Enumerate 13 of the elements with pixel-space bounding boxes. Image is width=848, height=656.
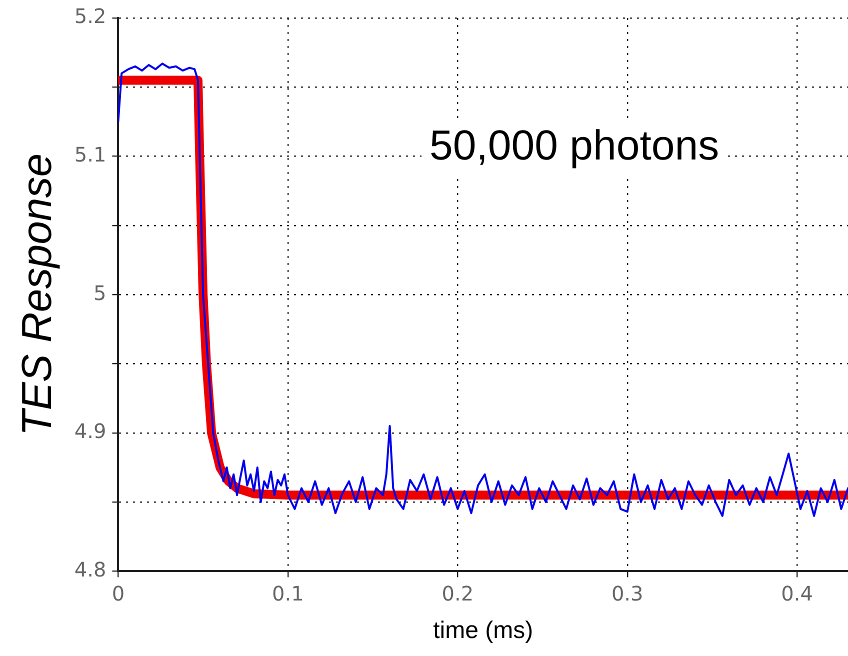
y-tick-label: 5.1 <box>74 142 106 167</box>
x-tick-label: 0 <box>112 581 125 606</box>
y-axis-title: TES Response <box>12 153 60 436</box>
annotation: 50,000 photons <box>430 122 720 169</box>
x-tick-label: 0.4 <box>781 581 813 606</box>
y-tick-label: 5 <box>93 280 106 305</box>
x-axis-title: time (ms) <box>433 617 534 644</box>
y-tick-label: 4.8 <box>74 557 106 582</box>
y-tick-label: 5.2 <box>74 4 106 28</box>
y-tick-label: 4.9 <box>74 419 106 444</box>
x-tick-label: 0.3 <box>611 581 644 606</box>
x-tick-label: 0.2 <box>442 581 474 606</box>
x-tick-label: 0.1 <box>272 581 304 606</box>
